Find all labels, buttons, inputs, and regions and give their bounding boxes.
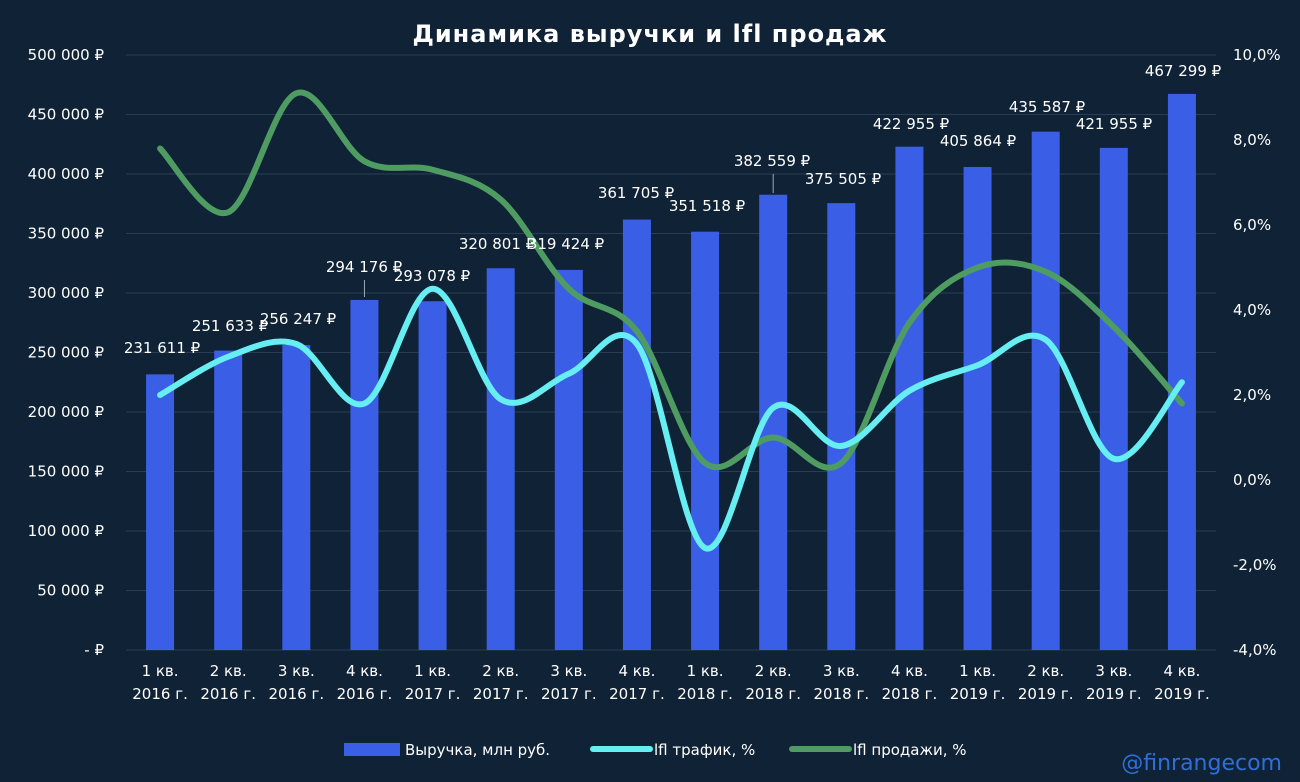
revenue-bar [963, 167, 992, 650]
x-tick-label: 2019 г. [1154, 685, 1210, 703]
left-tick-label: 500 000 ₽ [28, 46, 105, 64]
x-tick-label: 1 кв. [414, 662, 451, 680]
left-tick-label: 400 000 ₽ [28, 165, 105, 183]
revenue-bar [418, 301, 447, 650]
x-tick-label: 2018 г. [814, 685, 870, 703]
bar-data-label: 422 955 ₽ [873, 115, 950, 133]
revenue-bar [146, 374, 175, 650]
x-tick-label: 2016 г. [200, 685, 256, 703]
bar-data-label: 351 518 ₽ [669, 197, 746, 215]
bar-data-label: 231 611 ₽ [124, 339, 201, 357]
right-tick-label: -4,0% [1233, 641, 1277, 659]
bar-data-label: 256 247 ₽ [260, 310, 337, 328]
bar-data-label: 319 424 ₽ [528, 235, 605, 253]
lfl-lines [157, 89, 1185, 552]
lfl-traffic-line [157, 285, 1185, 552]
bar-data-label: 293 078 ₽ [394, 267, 471, 285]
left-axis-ticks: - ₽ 50 000 ₽ 100 000 ₽ 150 000 ₽ 200 000 ₽ 25… [28, 46, 105, 659]
left-tick-label: 150 000 ₽ [28, 463, 105, 481]
legend-label-revenue: Выручка, млн руб. [405, 741, 550, 759]
x-tick-label: 2019 г. [1086, 685, 1142, 703]
x-tick-label: 4 кв. [1163, 662, 1200, 680]
left-tick-label: 200 000 ₽ [28, 403, 105, 421]
revenue-bar [214, 350, 243, 650]
bar-data-label: 320 801 ₽ [459, 235, 536, 253]
bar-data-label: 405 864 ₽ [940, 132, 1017, 150]
revenue-bar [1099, 147, 1128, 651]
bar-data-label: 421 955 ₽ [1076, 115, 1153, 133]
left-tick-label: 350 000 ₽ [28, 225, 105, 243]
bar-data-label: 294 176 ₽ [326, 258, 403, 276]
x-tick-label: 2019 г. [1018, 685, 1074, 703]
bar-data-label: 251 633 ₽ [192, 317, 269, 335]
x-tick-label: 4 кв. [891, 662, 928, 680]
x-tick-label: 4 кв. [346, 662, 383, 680]
x-tick-label: 2019 г. [950, 685, 1006, 703]
watermark: @finrangecom [1121, 751, 1282, 776]
revenue-bar [554, 269, 583, 650]
left-tick-label: 50 000 ₽ [37, 582, 104, 600]
x-tick-label: 2017 г. [609, 685, 665, 703]
bar-data-label: 435 587 ₽ [1009, 98, 1086, 116]
x-tick-label: 2 кв. [755, 662, 792, 680]
x-tick-label: 2018 г. [882, 685, 938, 703]
x-tick-label: 2 кв. [1027, 662, 1064, 680]
x-tick-label: 3 кв. [278, 662, 315, 680]
x-tick-label: 4 кв. [618, 662, 655, 680]
left-tick-label: 250 000 ₽ [28, 344, 105, 362]
left-tick-label: 450 000 ₽ [28, 106, 105, 124]
revenue-bar [622, 219, 651, 650]
x-tick-label: 2017 г. [473, 685, 529, 703]
revenue-bar [350, 299, 379, 650]
x-tick-label: 2016 г. [132, 685, 188, 703]
revenue-bar [1167, 93, 1196, 651]
right-tick-label: 6,0% [1233, 216, 1271, 234]
bar-data-label: 467 299 ₽ [1145, 62, 1222, 80]
revenue-bars [146, 93, 1196, 651]
x-tick-label: 2016 г. [337, 685, 393, 703]
right-tick-label: 10,0% [1233, 46, 1281, 64]
revenue-bar [486, 268, 515, 650]
lfl-sales-line [157, 89, 1185, 471]
left-tick-label: 300 000 ₽ [28, 284, 105, 302]
bar-data-labels: 231 611 ₽ 251 633 ₽256 247 ₽ 294 176 ₽293 … [124, 62, 1222, 357]
x-tick-label: 2 кв. [210, 662, 247, 680]
x-tick-label: 2018 г. [677, 685, 733, 703]
revenue-bar [691, 231, 720, 650]
x-tick-label: 2017 г. [541, 685, 597, 703]
bar-data-label: 382 559 ₽ [734, 152, 811, 170]
legend-swatch-revenue [344, 743, 400, 756]
revenue-bar [827, 203, 856, 650]
right-axis-ticks: -4,0% -2,0% 0,0% 2,0% 4,0% 6,0% 8,0% 10,0% [1233, 46, 1281, 659]
legend: Выручка, млн руб. lfl трафик, % lfl прод… [344, 741, 967, 759]
left-tick-label: 100 000 ₽ [28, 522, 105, 540]
right-tick-label: 0,0% [1233, 471, 1271, 489]
x-tick-label: 2017 г. [405, 685, 461, 703]
right-tick-label: -2,0% [1233, 556, 1277, 574]
x-tick-label: 2016 г. [269, 685, 325, 703]
x-tick-label: 2018 г. [745, 685, 801, 703]
left-tick-label: - ₽ [84, 641, 104, 659]
legend-label-sales: lfl продажи, % [853, 741, 967, 759]
bar-data-label: 375 505 ₽ [805, 170, 882, 188]
x-tick-label: 3 кв. [550, 662, 587, 680]
right-tick-label: 2,0% [1233, 386, 1271, 404]
x-tick-label: 3 кв. [823, 662, 860, 680]
chart-title: Динамика выручки и lfl продаж [412, 20, 887, 48]
bar-data-label: 361 705 ₽ [598, 184, 675, 202]
x-tick-label: 1 кв. [959, 662, 996, 680]
right-tick-label: 4,0% [1233, 301, 1271, 319]
x-tick-label: 1 кв. [142, 662, 179, 680]
x-tick-label: 2 кв. [482, 662, 519, 680]
legend-label-traffic: lfl трафик, % [654, 741, 755, 759]
x-tick-label: 3 кв. [1095, 662, 1132, 680]
x-tick-label: 1 кв. [687, 662, 724, 680]
revenue-bar [282, 345, 311, 650]
revenue-bar [1031, 131, 1060, 650]
right-tick-label: 8,0% [1233, 131, 1271, 149]
x-axis-ticks: 1 кв. 2016 г. 2 кв. 2016 г. 3 кв. 2016 г. 4 кв… [132, 662, 1209, 703]
